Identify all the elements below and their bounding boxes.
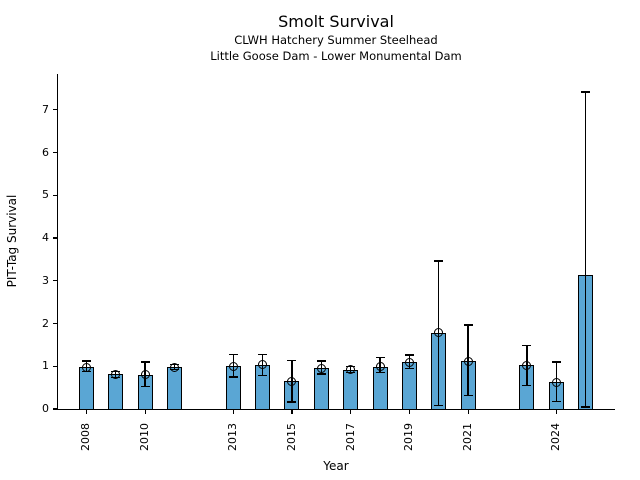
point-marker-2023 (522, 360, 532, 370)
x-tick-label: 2021 (461, 423, 475, 451)
bar-2019 (401, 362, 417, 410)
x-tick (144, 410, 146, 414)
x-tick (232, 410, 234, 414)
error-cap-high-2023 (522, 345, 532, 347)
error-cap-low-2021 (463, 394, 473, 397)
point-marker-2018 (375, 362, 385, 372)
y-tick-label: 2 (42, 316, 49, 330)
chart-title: Smolt Survival (278, 12, 394, 31)
x-tick (85, 410, 87, 414)
y-tick (53, 408, 57, 410)
error-cap-high-2024 (551, 361, 561, 363)
y-axis-spine (57, 74, 59, 410)
y-axis-label: PIT-Tag Survival (5, 194, 19, 288)
point-marker-2010 (140, 370, 150, 380)
error-cap-high-2015 (287, 360, 297, 362)
error-cap-low-2015 (287, 401, 297, 403)
y-tick-label: 7 (42, 102, 49, 116)
point-marker-2024 (551, 377, 561, 387)
y-tick-label: 5 (42, 188, 49, 202)
error-cap-high-2020 (434, 260, 444, 262)
chart-subtitle-reach: Little Goose Dam - Lower Monumental Dam (210, 49, 462, 63)
x-tick-label: 2013 (226, 423, 240, 451)
point-marker-2015 (287, 376, 297, 386)
point-marker-2021 (463, 356, 473, 366)
bar-2008 (78, 367, 94, 410)
x-tick-label: 2008 (79, 423, 93, 451)
y-tick-label: 1 (42, 359, 49, 373)
point-marker-2017 (346, 365, 356, 375)
error-bar-2025 (584, 91, 587, 407)
error-cap-high-2013 (228, 354, 238, 356)
x-tick (350, 410, 352, 414)
x-tick-label: 2019 (402, 423, 416, 451)
error-cap-high-2019 (404, 354, 414, 356)
y-tick (53, 237, 57, 239)
y-tick-label: 0 (42, 402, 49, 415)
x-tick (467, 410, 469, 414)
bar-2017 (343, 369, 359, 410)
error-cap-low-2013 (228, 376, 238, 378)
bar-2016 (313, 368, 329, 410)
bar-2009 (108, 374, 124, 410)
x-tick-label: 2010 (138, 423, 152, 451)
y-tick (53, 152, 57, 154)
error-cap-low-2016 (316, 373, 326, 375)
error-cap-high-2021 (463, 324, 473, 326)
x-tick-label: 2024 (549, 423, 563, 451)
point-marker-2009 (111, 369, 121, 379)
error-cap-high-2010 (140, 361, 150, 363)
point-marker-2020 (434, 328, 444, 338)
y-tick (53, 109, 57, 111)
y-tick-label: 4 (42, 231, 49, 245)
x-axis-spine (57, 409, 615, 411)
point-marker-2016 (316, 363, 326, 373)
x-tick-label: 2015 (284, 423, 298, 451)
y-tick-label: 3 (42, 273, 49, 287)
point-marker-2013 (228, 361, 238, 371)
error-cap-low-2010 (140, 386, 150, 388)
x-tick (555, 410, 557, 414)
y-tick-label: 6 (42, 145, 49, 159)
error-cap-low-2019 (404, 367, 414, 370)
error-cap-low-2023 (522, 384, 532, 387)
chart-subtitle-stock: CLWH Hatchery Summer Steelhead (234, 33, 438, 47)
point-marker-2019 (404, 357, 414, 367)
point-marker-2008 (81, 362, 91, 372)
error-cap-low-2018 (375, 371, 385, 374)
point-marker-2014 (258, 360, 268, 370)
error-cap-low-2024 (551, 401, 561, 403)
bar-2011 (166, 367, 182, 410)
y-tick (53, 322, 57, 325)
error-cap-low-2020 (434, 404, 444, 407)
x-tick-label: 2017 (343, 423, 357, 451)
x-tick (291, 410, 293, 414)
point-marker-2011 (169, 362, 179, 372)
x-tick (408, 410, 410, 414)
y-tick (53, 365, 57, 367)
error-cap-high-2014 (258, 353, 268, 355)
error-cap-high-2025 (581, 91, 591, 93)
error-cap-low-2025 (581, 406, 591, 408)
x-axis-label: Year (323, 459, 349, 473)
error-cap-low-2014 (258, 374, 268, 376)
error-cap-high-2008 (81, 360, 91, 362)
error-cap-high-2018 (375, 356, 385, 358)
error-cap-high-2016 (316, 360, 326, 362)
y-tick (53, 194, 57, 196)
y-tick (53, 280, 57, 282)
